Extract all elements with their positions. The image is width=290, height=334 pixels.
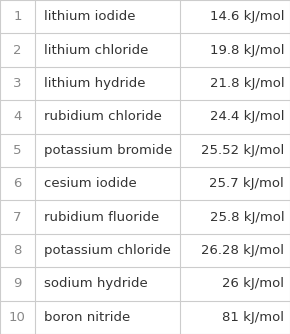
Text: 10: 10 (9, 311, 26, 324)
Text: lithium chloride: lithium chloride (44, 44, 148, 56)
Text: 6: 6 (13, 177, 21, 190)
Text: 26.28 kJ/mol: 26.28 kJ/mol (201, 244, 284, 257)
Text: 14.6 kJ/mol: 14.6 kJ/mol (210, 10, 284, 23)
Text: potassium bromide: potassium bromide (44, 144, 172, 157)
Text: 5: 5 (13, 144, 22, 157)
Text: lithium hydride: lithium hydride (44, 77, 145, 90)
Text: 25.52 kJ/mol: 25.52 kJ/mol (201, 144, 284, 157)
Text: 21.8 kJ/mol: 21.8 kJ/mol (210, 77, 284, 90)
Text: 2: 2 (13, 44, 22, 56)
Text: 3: 3 (13, 77, 22, 90)
Text: 8: 8 (13, 244, 21, 257)
Text: cesium iodide: cesium iodide (44, 177, 136, 190)
Text: 26 kJ/mol: 26 kJ/mol (222, 278, 284, 290)
Text: rubidium fluoride: rubidium fluoride (44, 211, 159, 223)
Text: 81 kJ/mol: 81 kJ/mol (222, 311, 284, 324)
Text: 1: 1 (13, 10, 22, 23)
Text: 24.4 kJ/mol: 24.4 kJ/mol (210, 111, 284, 123)
Text: 4: 4 (13, 111, 21, 123)
Text: lithium iodide: lithium iodide (44, 10, 135, 23)
Text: 25.7 kJ/mol: 25.7 kJ/mol (209, 177, 284, 190)
Text: potassium chloride: potassium chloride (44, 244, 171, 257)
Text: 25.8 kJ/mol: 25.8 kJ/mol (210, 211, 284, 223)
Text: 9: 9 (13, 278, 21, 290)
Text: 19.8 kJ/mol: 19.8 kJ/mol (210, 44, 284, 56)
Text: sodium hydride: sodium hydride (44, 278, 147, 290)
Text: 7: 7 (13, 211, 22, 223)
Text: rubidium chloride: rubidium chloride (44, 111, 161, 123)
Text: boron nitride: boron nitride (44, 311, 130, 324)
